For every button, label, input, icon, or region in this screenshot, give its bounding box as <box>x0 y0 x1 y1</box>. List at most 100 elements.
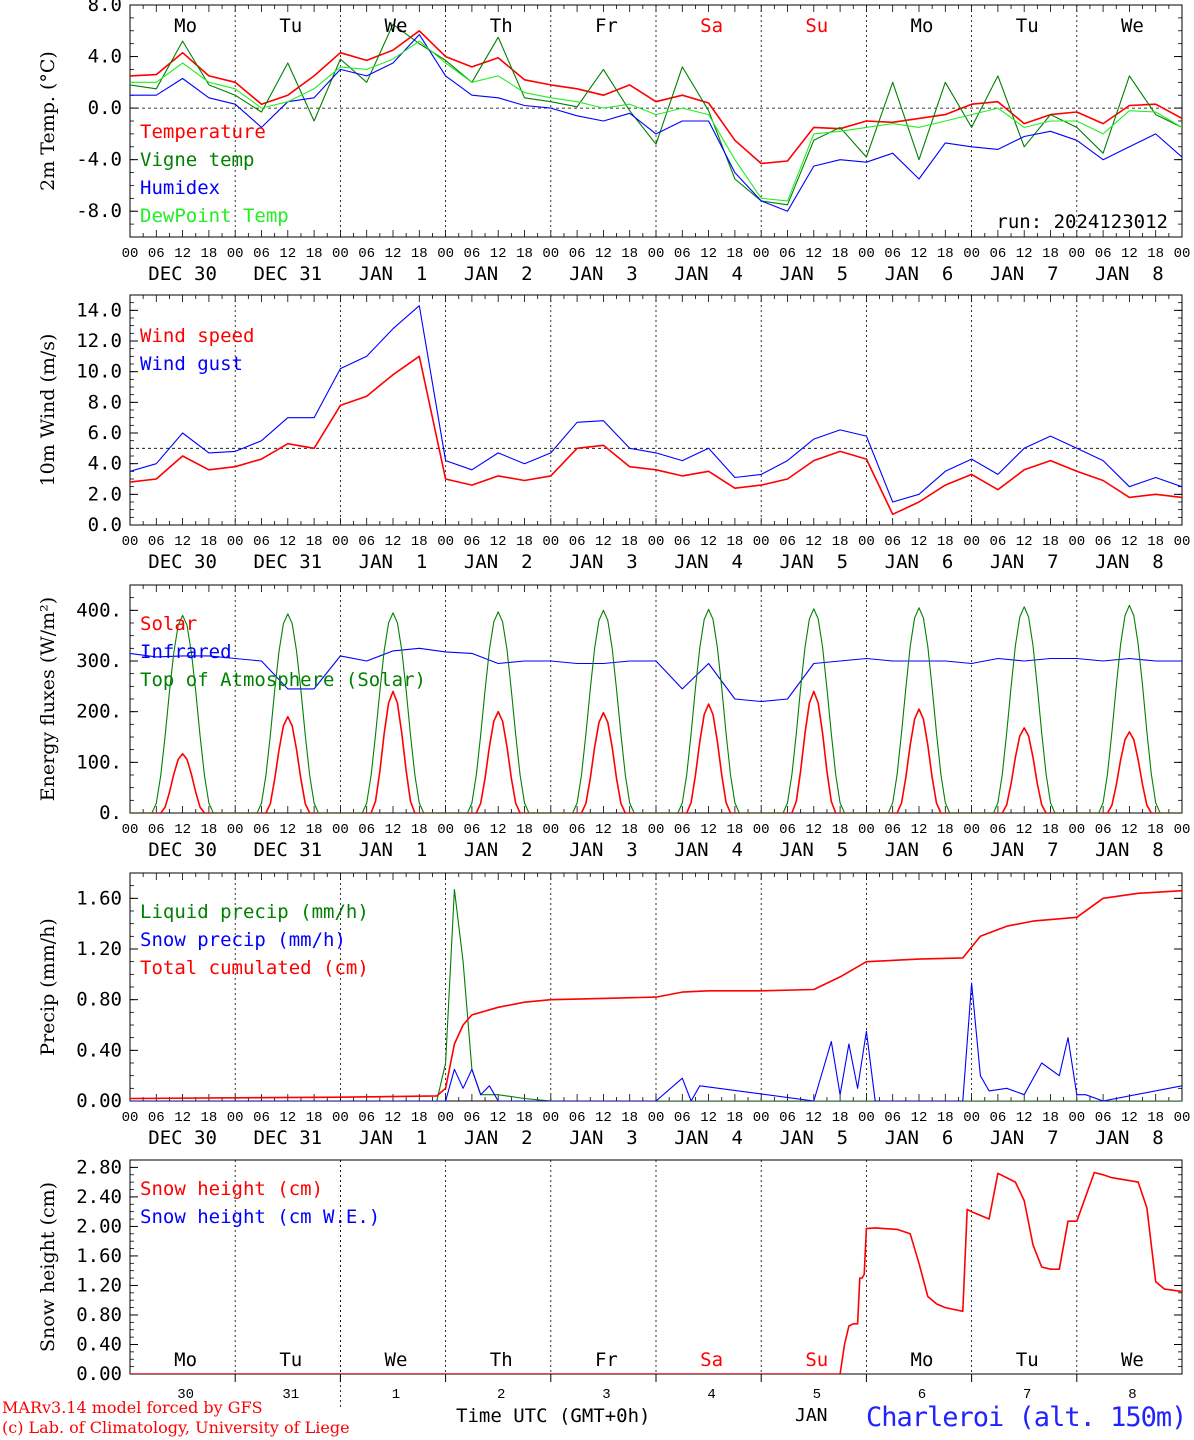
hour-tick-label: 00 <box>542 822 559 838</box>
y-tick-label: 2.40 <box>76 1186 122 1208</box>
hour-tick-label: 18 <box>306 534 323 550</box>
series-line-solar <box>130 690 1182 813</box>
date-label: JAN 1 <box>359 551 428 573</box>
hour-tick-label: 06 <box>253 534 270 550</box>
hour-tick-label: 18 <box>832 822 849 838</box>
y-tick-label: 0.00 <box>76 1363 122 1385</box>
hour-tick-label: 12 <box>595 822 612 838</box>
time-axis-label: Time UTC (GMT+0h) <box>456 1405 651 1427</box>
hour-tick-label: 06 <box>884 246 901 262</box>
date-label: DEC 31 <box>253 1127 322 1149</box>
weekday-label: Tu <box>1016 1349 1039 1371</box>
day-number-label: 7 <box>1023 1387 1031 1403</box>
hour-tick-label: 06 <box>253 822 270 838</box>
series-line-infrared <box>130 647 1182 703</box>
series-group <box>130 888 1182 1101</box>
y-axis-label: Precip (mm/h) <box>37 918 59 1056</box>
hour-tick-label: 00 <box>227 822 244 838</box>
hour-tick-label: 18 <box>1147 246 1164 262</box>
hour-tick-label: 00 <box>1068 1110 1085 1126</box>
hour-tick-label: 18 <box>726 822 743 838</box>
y-tick-label: 8.0 <box>88 391 122 413</box>
legend-entry: Total cumulated (cm) <box>140 957 369 979</box>
series-line-humidex <box>130 34 1182 212</box>
weekday-label: Th <box>490 1349 513 1371</box>
hour-tick-label: 06 <box>358 246 375 262</box>
date-label: JAN 4 <box>674 263 743 285</box>
series-line-dewpoint-temp <box>130 40 1182 202</box>
date-label: JAN 3 <box>569 263 638 285</box>
legend-entry: Snow height (cm W.E.) <box>140 1206 380 1228</box>
hour-tick-label: 12 <box>700 1110 717 1126</box>
series-line-total-cumulated-cm- <box>130 889 1182 1100</box>
hour-tick-label: 00 <box>542 1110 559 1126</box>
y-tick-label: -4.0 <box>76 149 122 171</box>
hour-tick-label: 06 <box>989 246 1006 262</box>
hour-tick-label: 00 <box>858 246 875 262</box>
day-number-label: 6 <box>918 1387 926 1403</box>
hour-tick-label: 06 <box>358 822 375 838</box>
date-label: DEC 30 <box>148 1127 217 1149</box>
y-tick-label: 10.0 <box>76 361 122 383</box>
y-tick-label: 4.0 <box>88 46 122 68</box>
hour-tick-label: 18 <box>726 534 743 550</box>
weekday-label: Mo <box>911 1349 934 1371</box>
hour-tick-label: 06 <box>358 534 375 550</box>
hour-tick-label: 00 <box>227 1110 244 1126</box>
hour-tick-label: 00 <box>753 246 770 262</box>
hour-tick-label: 18 <box>306 246 323 262</box>
date-label: JAN 3 <box>569 551 638 573</box>
y-tick-label: 0.0 <box>88 97 122 119</box>
hour-tick-label: 18 <box>937 534 954 550</box>
date-label: JAN 2 <box>464 551 533 573</box>
hour-tick-label: 18 <box>411 246 428 262</box>
legend-entry: Snow height (cm) <box>140 1178 323 1200</box>
hour-tick-label: 18 <box>726 1110 743 1126</box>
hour-tick-label: 18 <box>1147 534 1164 550</box>
month-label: JAN <box>795 1405 828 1426</box>
hour-tick-label: 06 <box>674 534 691 550</box>
hour-tick-label: 12 <box>1016 534 1033 550</box>
hour-tick-label: 00 <box>122 534 139 550</box>
hour-tick-label: 00 <box>858 534 875 550</box>
weekday-label: We <box>1121 1349 1144 1371</box>
hour-tick-label: 00 <box>332 1110 349 1126</box>
hour-tick-label: 06 <box>989 534 1006 550</box>
date-label: JAN 4 <box>674 1127 743 1149</box>
hour-tick-label: 18 <box>200 822 217 838</box>
hour-tick-label: 12 <box>911 534 928 550</box>
hour-tick-label: 12 <box>174 246 191 262</box>
model-credit: MARv3.14 model forced by GFS <box>2 1398 263 1417</box>
hour-tick-label: 00 <box>437 822 454 838</box>
hour-tick-label: 06 <box>674 246 691 262</box>
y-tick-label: 8.0 <box>88 0 122 16</box>
hour-tick-label: 12 <box>385 1110 402 1126</box>
hour-tick-label: 12 <box>911 246 928 262</box>
hour-tick-label: 12 <box>174 534 191 550</box>
y-tick-label: 12.0 <box>76 330 122 352</box>
hour-tick-label: 06 <box>779 1110 796 1126</box>
hour-tick-label: 12 <box>174 1110 191 1126</box>
day-number-label: 1 <box>392 1387 400 1403</box>
hour-tick-label: 18 <box>200 246 217 262</box>
hour-tick-label: 06 <box>148 1110 165 1126</box>
hour-tick-label: 12 <box>279 1110 296 1126</box>
hour-tick-label: 12 <box>700 534 717 550</box>
hour-tick-label: 06 <box>884 1110 901 1126</box>
hour-tick-label: 18 <box>411 822 428 838</box>
y-axis-label: Snow height (cm) <box>37 1182 59 1352</box>
hour-tick-label: 06 <box>779 534 796 550</box>
hour-tick-label: 12 <box>490 246 507 262</box>
weekday-label: We <box>1121 15 1144 37</box>
hour-tick-label: 00 <box>437 534 454 550</box>
date-label: JAN 6 <box>885 1127 954 1149</box>
hour-tick-label: 18 <box>516 1110 533 1126</box>
hour-tick-label: 12 <box>1121 1110 1138 1126</box>
y-tick-label: 0.00 <box>76 1090 122 1112</box>
hour-tick-label: 12 <box>1016 822 1033 838</box>
day-number-label: 8 <box>1128 1387 1136 1403</box>
y-tick-label: 2.0 <box>88 483 122 505</box>
hour-tick-label: 00 <box>1174 534 1191 550</box>
hour-tick-label: 12 <box>385 246 402 262</box>
hour-tick-label: 12 <box>1016 1110 1033 1126</box>
